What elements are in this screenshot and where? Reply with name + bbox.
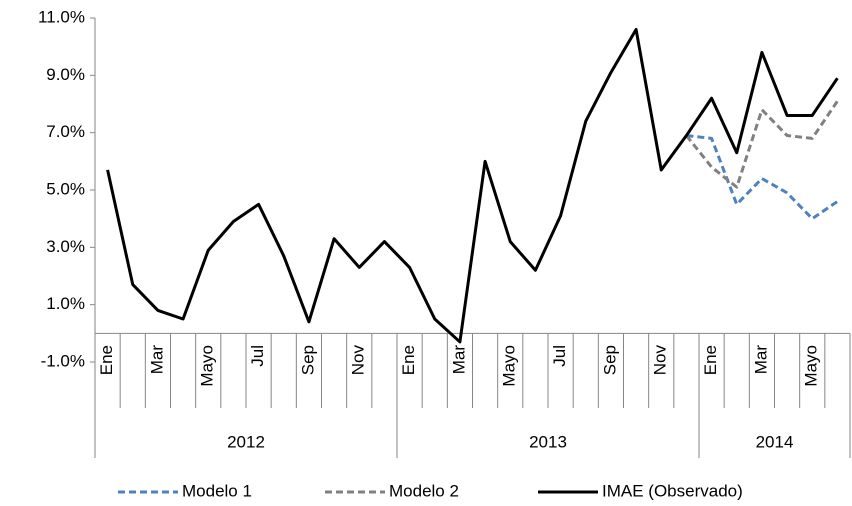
x-tick-label: Ene (701, 345, 720, 375)
x-tick-label: Sep (600, 345, 619, 375)
y-tick-label: 11.0% (38, 7, 85, 26)
series-line (686, 134, 839, 221)
legend-label: Modelo 1 (182, 481, 252, 500)
x-tick-label: Ene (97, 345, 116, 375)
x-tick-label: Sep (298, 345, 317, 375)
y-tick-label: 1.0% (46, 294, 85, 313)
year-label: 2013 (529, 432, 567, 451)
series-line (685, 100, 839, 189)
year-label: 2012 (227, 432, 265, 451)
year-label: 2014 (756, 432, 794, 451)
x-tick-label: Mayo (500, 345, 519, 387)
y-tick-label: 3.0% (46, 237, 85, 256)
x-tick-label: Mar (449, 345, 468, 375)
x-tick-label: Ene (399, 345, 418, 375)
series-line (106, 27, 839, 344)
x-tick-label: Nov (349, 345, 368, 376)
y-tick-label: 7.0% (46, 122, 85, 141)
x-tick-label: Mayo (198, 345, 217, 387)
x-tick-label: Jul (248, 345, 267, 367)
legend-label: Modelo 2 (389, 481, 459, 500)
legend-label: IMAE (Observado) (602, 481, 743, 500)
y-tick-label: -1.0% (41, 351, 85, 370)
x-tick-label: Mar (751, 345, 770, 375)
x-tick-label: Mar (147, 345, 166, 375)
x-tick-label: Mayo (802, 345, 821, 387)
y-tick-label: 5.0% (46, 179, 85, 198)
y-tick-label: 9.0% (46, 65, 85, 84)
x-tick-label: Jul (550, 345, 569, 367)
x-tick-label: Nov (651, 345, 670, 376)
